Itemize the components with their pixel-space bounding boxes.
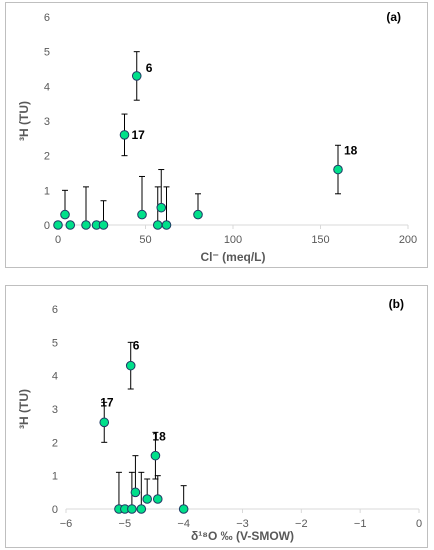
y-tick-label: 5 xyxy=(52,337,58,349)
data-point xyxy=(136,504,147,514)
scatter-chart-b: (b) 0 1 2 3 4 5 6 −6 −5 −4 −3 −2 −1 0 δ¹⁸O ‰ (V-SMOW) ³H… xyxy=(17,297,422,543)
y-tick-label: 6 xyxy=(44,12,50,24)
x-tick-label: −1 xyxy=(354,518,367,530)
data-point xyxy=(178,504,189,514)
x-tick-label: −6 xyxy=(60,518,73,530)
y-tick-label: 0 xyxy=(52,504,58,516)
data-point xyxy=(152,494,163,504)
chart-panel-b: (b) 0 1 2 3 4 5 6 −6 −5 −4 −3 −2 −1 0 δ¹⁸O ‰ (V-SMOW) ³H… xyxy=(5,285,428,548)
x-tick-label: 50 xyxy=(139,234,151,246)
point-annotation: 6 xyxy=(146,61,153,75)
data-point xyxy=(137,209,147,220)
y-tick-label: 3 xyxy=(44,116,50,128)
y-tick-label: 3 xyxy=(52,404,58,416)
scatter-chart-a: (a) 0 1 2 3 4 5 6 0 50 100 150 200 Cl⁻ (meq/L) ³H (TU)… xyxy=(17,10,417,264)
y-tick-label: 1 xyxy=(44,185,50,197)
y-tick-label: 6 xyxy=(52,304,58,316)
chart-panel-a: (a) 0 1 2 3 4 5 6 0 50 100 150 200 Cl⁻ (meq/L) ³H (TU)… xyxy=(5,2,428,268)
panel-label: (a) xyxy=(386,10,401,24)
x-tick-label: 200 xyxy=(399,234,417,246)
data-point xyxy=(119,130,130,140)
point-annotation: 18 xyxy=(344,144,358,158)
data-point xyxy=(193,209,203,220)
x-tick-label: −3 xyxy=(236,518,249,530)
point-annotation: 18 xyxy=(152,430,166,444)
y-tick-label: 2 xyxy=(44,151,50,163)
x-axis-title: Cl⁻ (meq/L) xyxy=(201,250,266,264)
data-point xyxy=(142,494,152,504)
point-annotation: 17 xyxy=(100,395,114,409)
y-axis-title: ³H (TU) xyxy=(17,389,31,429)
x-tick-label: 150 xyxy=(311,234,329,246)
data-point xyxy=(161,220,172,230)
data-point xyxy=(53,220,63,230)
y-tick-label: 5 xyxy=(44,47,50,59)
data-point xyxy=(81,220,91,230)
data-point xyxy=(333,164,343,175)
data-point xyxy=(98,220,109,230)
panel-label: (b) xyxy=(389,297,404,311)
x-tick-label: 0 xyxy=(416,518,422,530)
y-tick-label: 2 xyxy=(52,437,58,449)
data-point xyxy=(127,504,137,514)
y-tick-label: 4 xyxy=(52,371,58,383)
point-annotation: 6 xyxy=(133,339,140,353)
x-tick-label: 100 xyxy=(224,234,242,246)
data-point xyxy=(152,220,163,230)
data-point xyxy=(150,450,161,461)
data-point xyxy=(99,417,110,428)
data-point xyxy=(65,220,76,230)
data-point xyxy=(60,209,70,220)
x-tick-label: 0 xyxy=(55,234,61,246)
y-axis-title: ³H (TU) xyxy=(17,101,31,141)
x-axis-title: δ¹⁸O ‰ (V-SMOW) xyxy=(191,529,294,543)
x-tick-label: −4 xyxy=(177,518,190,530)
x-tick-label: −2 xyxy=(295,518,308,530)
y-tick-label: 1 xyxy=(52,471,58,483)
point-annotation: 17 xyxy=(132,128,146,142)
data-point xyxy=(125,360,136,371)
data-point xyxy=(156,202,167,213)
data-point xyxy=(130,487,141,498)
x-tick-label: −5 xyxy=(119,518,132,530)
y-tick-label: 4 xyxy=(44,81,50,93)
data-point xyxy=(131,71,142,81)
y-tick-label: 0 xyxy=(44,220,50,232)
